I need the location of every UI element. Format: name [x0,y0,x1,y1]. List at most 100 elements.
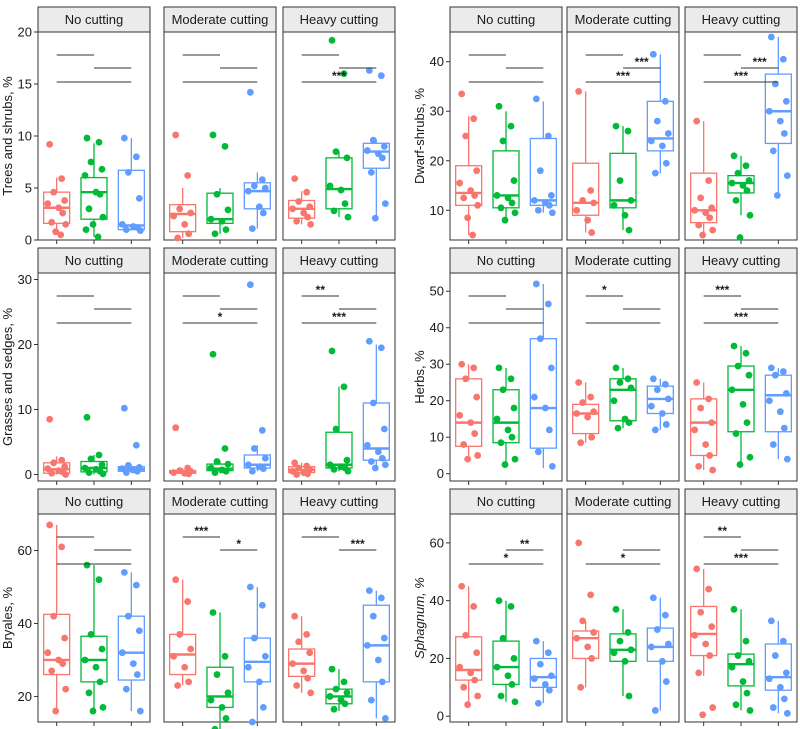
data-point [330,465,338,473]
data-point [255,203,263,211]
chart-2: Grasses and sedges, % 0 10 20 30 No cutting20… [0,247,396,502]
data-point [590,408,598,416]
data-point [693,379,701,386]
data-point [536,660,544,668]
data-point [587,393,595,401]
data-point [337,186,345,194]
data-point [508,433,516,441]
data-point [377,72,385,80]
data-point [767,617,775,625]
panel-4-0: No cutting201620182022 [37,488,151,729]
y-tick-label: 20 [18,25,32,40]
data-point [776,117,784,125]
data-point [783,455,791,463]
facet-strip [37,6,151,33]
data-point [55,204,63,212]
data-point [259,704,267,711]
y-tick-label: 60 [18,543,32,558]
data-point [471,676,479,684]
data-point [244,663,252,671]
box-2022 [243,637,271,683]
y-tick-label: 10 [430,203,444,218]
data-point [536,335,544,343]
data-point [187,209,195,217]
data-point [295,198,303,205]
data-point [81,172,89,179]
data-point [295,638,303,646]
data-point [510,177,518,184]
data-point [697,608,705,616]
data-point [176,631,184,638]
data-point [573,634,581,642]
data-point [614,424,622,432]
data-point [739,400,747,408]
data-point [369,399,377,407]
facet-strip [282,6,396,33]
y-tick-label: 20 [18,337,32,352]
data-point [221,652,229,660]
data-point [779,637,787,645]
data-point [250,634,258,642]
data-point [246,88,254,96]
data-point [575,539,583,547]
data-point [661,611,669,619]
data-point [303,188,311,196]
y-tick-label: 10 [430,430,444,445]
data-point [58,456,66,464]
data-point [664,640,672,648]
data-point [365,67,373,74]
data-point [743,689,751,697]
data-point [381,461,389,469]
significance-label: ** [316,283,326,297]
data-point [381,200,389,208]
data-point [547,672,555,680]
data-point [493,415,501,423]
data-point [218,704,226,711]
data-point [691,426,699,434]
data-point [584,643,592,651]
significance-label: *** [616,69,630,83]
y-tick-label: 15 [18,77,32,92]
data-point [209,609,217,616]
data-point [783,172,791,180]
data-point [587,187,595,194]
y-tick-label: 0 [437,466,444,481]
data-point [380,425,388,433]
data-point [470,603,478,610]
data-point [780,695,788,703]
box-2016 [572,162,600,216]
data-point [250,445,258,452]
data-point [708,623,716,631]
data-point [184,598,192,605]
data-point [185,230,193,238]
data-point [508,681,516,688]
data-point [471,192,479,199]
facet-title: No cutting [477,253,536,268]
data-point [497,204,505,212]
data-point [534,448,542,456]
y-tick-label: 20 [430,393,444,408]
data-point [248,718,256,726]
data-point [120,404,128,412]
data-point [61,634,69,642]
data-point [46,521,54,529]
plot-panel [37,272,151,482]
data-point [776,683,784,691]
box-2022 [764,643,792,691]
data-point [612,605,620,613]
significance-label: * [602,283,607,297]
data-point [46,415,54,423]
data-point [341,700,349,708]
data-point [504,194,512,202]
data-point [135,627,143,635]
data-point [367,696,375,704]
data-point [697,194,705,202]
data-point [610,201,618,209]
data-point [374,448,382,456]
facet-strip [282,247,396,274]
facet-title: Heavy cutting [702,12,781,27]
data-point [742,637,750,645]
data-point [328,347,336,355]
data-point [378,454,386,462]
data-point [765,397,773,405]
